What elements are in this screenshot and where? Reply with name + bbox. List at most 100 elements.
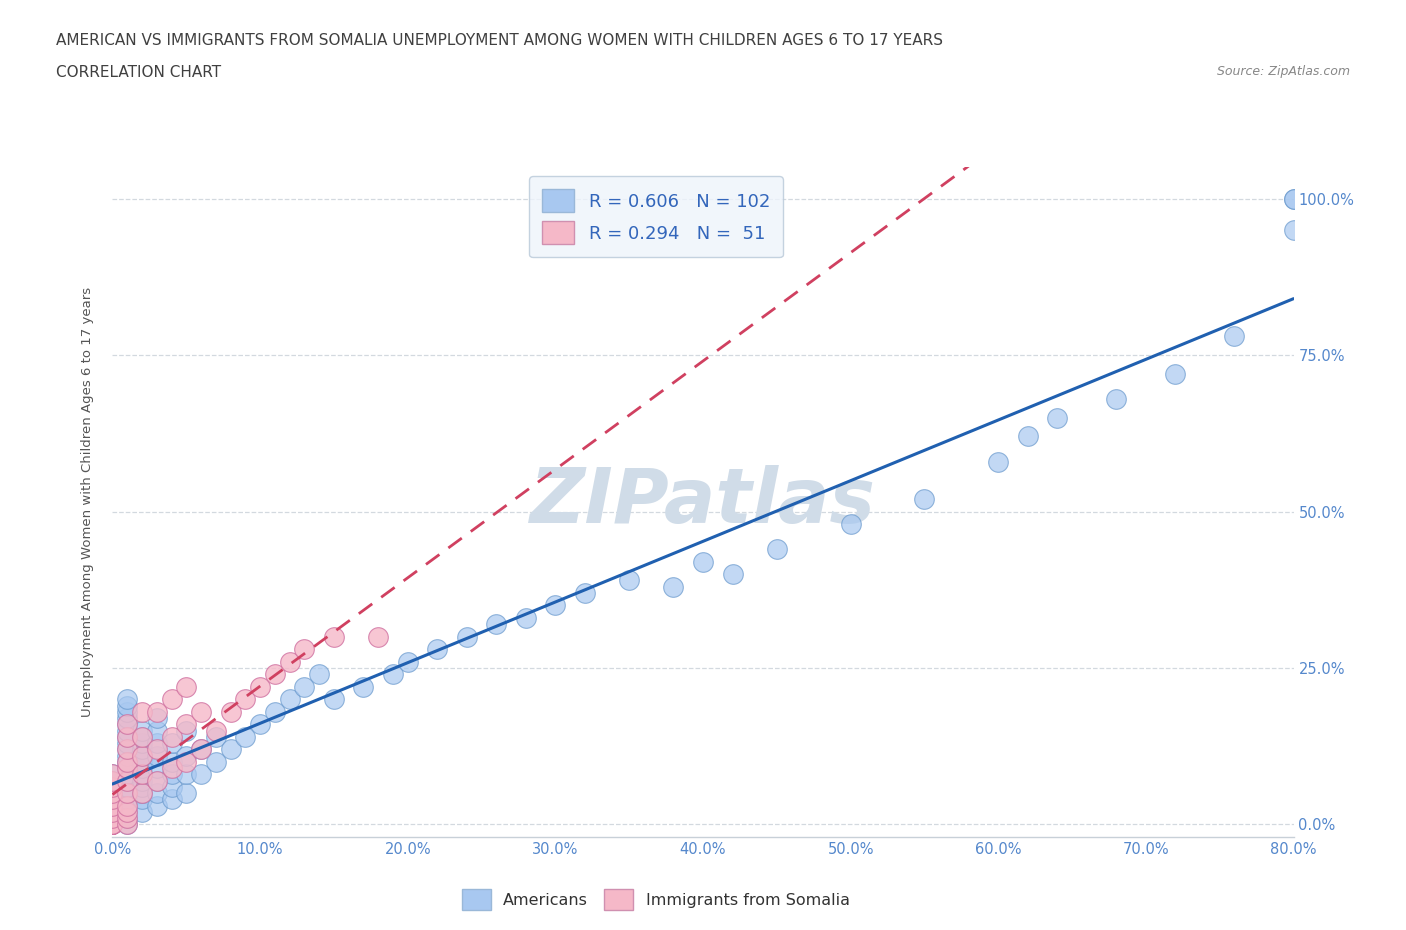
Point <box>190 704 212 719</box>
Point <box>146 761 169 776</box>
Point <box>308 667 330 682</box>
Point <box>101 817 124 832</box>
Point <box>131 749 153 764</box>
Point <box>146 742 169 757</box>
Point <box>131 767 153 782</box>
Point <box>367 630 389 644</box>
Point <box>101 773 124 788</box>
Point <box>174 767 197 782</box>
Point <box>117 704 138 719</box>
Point <box>101 798 124 813</box>
Point <box>117 761 138 776</box>
Point <box>233 729 256 744</box>
Point <box>174 754 197 769</box>
Point <box>117 729 138 744</box>
Point <box>117 711 138 725</box>
Point <box>1017 429 1039 444</box>
Point <box>146 773 169 788</box>
Legend: Americans, Immigrants from Somalia: Americans, Immigrants from Somalia <box>456 883 856 916</box>
Point <box>101 767 124 782</box>
Point <box>117 798 138 813</box>
Point <box>117 761 138 776</box>
Point <box>174 717 197 732</box>
Point <box>146 724 169 738</box>
Point <box>160 754 183 769</box>
Point <box>249 680 271 695</box>
Point <box>101 779 124 794</box>
Point <box>205 754 228 769</box>
Point <box>515 610 537 625</box>
Point <box>160 792 183 807</box>
Point <box>160 736 183 751</box>
Point <box>101 792 124 807</box>
Point <box>721 566 744 581</box>
Point <box>117 729 138 744</box>
Point <box>160 767 183 782</box>
Point <box>1105 392 1128 406</box>
Point <box>117 742 138 757</box>
Point <box>131 704 153 719</box>
Point <box>396 655 419 670</box>
Point <box>117 742 138 757</box>
Point <box>456 630 478 644</box>
Point <box>1046 410 1069 425</box>
Point <box>101 804 124 819</box>
Point <box>117 717 138 732</box>
Point <box>117 767 138 782</box>
Point <box>101 817 124 832</box>
Text: ZIPatlas: ZIPatlas <box>530 465 876 539</box>
Point <box>1164 366 1187 381</box>
Point <box>574 586 596 601</box>
Point <box>131 792 153 807</box>
Point <box>292 680 315 695</box>
Point <box>190 742 212 757</box>
Point <box>117 804 138 819</box>
Point <box>190 742 212 757</box>
Point <box>1282 192 1305 206</box>
Point <box>131 761 153 776</box>
Point <box>131 736 153 751</box>
Point <box>117 767 138 782</box>
Point <box>146 711 169 725</box>
Point <box>117 736 138 751</box>
Point <box>426 642 449 657</box>
Point <box>323 630 346 644</box>
Point <box>619 573 641 588</box>
Point <box>160 761 183 776</box>
Point <box>117 773 138 788</box>
Point <box>117 798 138 813</box>
Point <box>219 704 242 719</box>
Point <box>101 817 124 832</box>
Point <box>117 798 138 813</box>
Point <box>544 598 567 613</box>
Point <box>101 817 124 832</box>
Point <box>117 749 138 764</box>
Point <box>174 749 197 764</box>
Point <box>101 773 124 788</box>
Point <box>987 454 1010 469</box>
Point <box>131 779 153 794</box>
Point <box>101 786 124 801</box>
Point <box>205 729 228 744</box>
Point <box>101 779 124 794</box>
Text: CORRELATION CHART: CORRELATION CHART <box>56 65 221 80</box>
Point <box>101 798 124 813</box>
Point <box>278 692 301 707</box>
Point <box>1223 329 1246 344</box>
Point <box>131 786 153 801</box>
Point <box>131 767 153 782</box>
Point <box>146 749 169 764</box>
Point <box>174 680 197 695</box>
Point <box>101 804 124 819</box>
Point <box>117 779 138 794</box>
Point <box>117 773 138 788</box>
Point <box>174 786 197 801</box>
Point <box>131 754 153 769</box>
Point <box>101 767 124 782</box>
Point <box>914 492 936 507</box>
Point <box>174 724 197 738</box>
Point <box>146 786 169 801</box>
Point <box>117 717 138 732</box>
Text: AMERICAN VS IMMIGRANTS FROM SOMALIA UNEMPLOYMENT AMONG WOMEN WITH CHILDREN AGES : AMERICAN VS IMMIGRANTS FROM SOMALIA UNEM… <box>56 33 943 47</box>
Point <box>766 541 789 556</box>
